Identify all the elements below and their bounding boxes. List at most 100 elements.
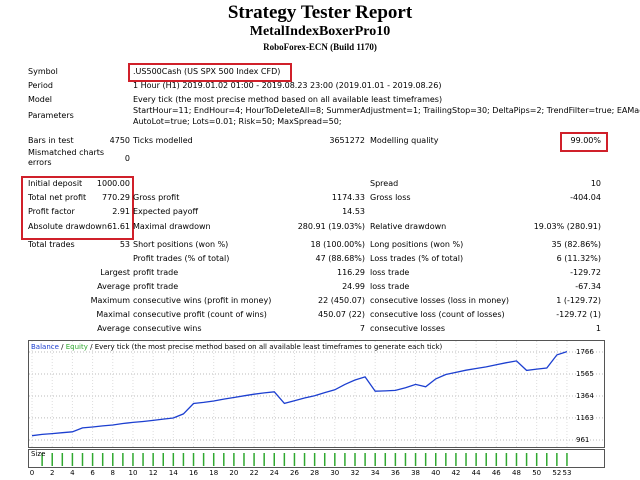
- size-label: Size: [31, 450, 45, 458]
- x-tick-label: 20: [229, 469, 238, 477]
- stat-label: Average: [97, 324, 130, 333]
- info-value: AutoLot=true; Lots=0.01; Risk=50; MaxSpr…: [133, 117, 342, 126]
- stat-value: 18 (100.00%): [310, 240, 365, 249]
- stat-value: 35 (82.86%): [551, 240, 601, 249]
- stat-label: Maximal: [96, 310, 130, 319]
- stat-label: Gross profit: [133, 193, 180, 202]
- stat-label: consecutive wins: [133, 324, 202, 333]
- stat-label: consecutive losses (loss in money): [370, 296, 510, 305]
- x-tick-label: 24: [270, 469, 279, 477]
- stat-value: 10: [590, 179, 601, 188]
- stat-value: 99.00%: [570, 136, 601, 145]
- stat-value: 1 (-129.72): [556, 296, 601, 305]
- x-tick-label: 10: [129, 469, 138, 477]
- stat-value: 53: [119, 240, 130, 249]
- stat-label: Average: [97, 282, 130, 291]
- info-value: Every tick (the most precise method base…: [133, 95, 443, 104]
- stat-label: Relative drawdown: [370, 222, 447, 231]
- legend-separator: /: [90, 343, 93, 351]
- stat-label: Long positions (won %): [370, 240, 464, 249]
- size-frame: [28, 449, 605, 468]
- stat-value: 1: [595, 324, 601, 333]
- stat-label: loss trade: [370, 282, 410, 291]
- legend-note: Every tick (the most precise method base…: [95, 343, 443, 351]
- stat-label: Maximal drawdown: [133, 222, 211, 231]
- stat-value: 770.29: [102, 193, 130, 202]
- server: RoboForex-ECN (Build 1170): [263, 42, 377, 52]
- info-label: Symbol: [28, 67, 58, 76]
- y-tick-label: 1766: [576, 348, 594, 356]
- stat-value: 116.29: [337, 268, 365, 277]
- plot-frame: [28, 340, 605, 448]
- stat-label: Loss trades (% of total): [370, 254, 464, 263]
- stat-label: Spread: [370, 179, 399, 188]
- x-tick-label: 32: [351, 469, 360, 477]
- y-tick-label: 1364: [576, 392, 594, 400]
- stat-value: 22 (450.07): [318, 296, 365, 305]
- stat-value: 61.61: [107, 222, 130, 231]
- stat-value: -129.72 (1): [556, 310, 601, 319]
- highlight: [21, 176, 134, 240]
- x-tick-label: 46: [492, 469, 501, 477]
- stat-label: consecutive losses: [370, 324, 446, 333]
- stat-value: 0: [124, 154, 130, 163]
- report-title: Strategy Tester Report: [227, 2, 413, 23]
- info-label: Period: [28, 81, 53, 90]
- stat-value: 2.91: [112, 207, 130, 216]
- legend-separator: /: [61, 343, 64, 351]
- x-tick-label: 38: [411, 469, 420, 477]
- stat-label: consecutive wins (profit in money): [133, 296, 272, 305]
- legend-equity: Equity: [66, 343, 88, 351]
- stat-value: -404.04: [570, 193, 601, 202]
- x-tick-label: 50: [532, 469, 541, 477]
- expert-name: MetalIndexBoxerPro10: [249, 24, 391, 39]
- stat-label: Total trades: [28, 240, 75, 249]
- stat-label: Maximum: [90, 296, 130, 305]
- x-tick-label: 26: [290, 469, 299, 477]
- stat-value: -129.72: [570, 268, 601, 277]
- stat-value: 24.99: [342, 282, 365, 291]
- x-tick-label: 30: [330, 469, 339, 477]
- balance-line: [31, 350, 568, 437]
- stat-value: 1000.00: [96, 179, 130, 188]
- y-tick-label: 1163: [576, 414, 594, 422]
- stat-label: Short positions (won %): [133, 240, 229, 249]
- y-tick-label: 961: [576, 436, 589, 444]
- stat-label: Initial deposit: [28, 179, 83, 188]
- x-tick-label: 2: [50, 469, 54, 477]
- legend-balance: Balance: [31, 343, 59, 351]
- stat-label: Bars in test: [28, 136, 74, 145]
- x-tick-label: 48: [512, 469, 521, 477]
- x-tick-label: 6: [90, 469, 95, 477]
- stat-label: consecutive profit (count of wins): [133, 310, 267, 319]
- info-value: 1 Hour (H1) 2019.01.02 01:00 - 2019.08.2…: [133, 81, 442, 90]
- x-tick-label: 44: [472, 469, 481, 477]
- x-tick-label: 16: [189, 469, 198, 477]
- x-tick-label: 28: [310, 469, 319, 477]
- info-value: .US500Cash (US SPX 500 Index CFD): [133, 67, 281, 76]
- highlight: [128, 63, 292, 82]
- stat-value: 1174.33: [331, 193, 365, 202]
- stat-value: 14.53: [342, 207, 365, 216]
- stat-value: 7: [359, 324, 365, 333]
- stat-value: 450.07 (22): [318, 310, 365, 319]
- x-tick-label: 12: [149, 469, 158, 477]
- stat-label: Profit trades (% of total): [133, 254, 230, 263]
- stat-label: profit trade: [133, 282, 179, 291]
- legend: Balance / Equity / Every tick (the most …: [31, 343, 443, 351]
- stat-label: loss trade: [370, 268, 410, 277]
- stat-value: 6 (11.32%): [556, 254, 601, 263]
- stat-value: 19.03% (280.91): [533, 222, 601, 231]
- stat-label: Expected payoff: [133, 207, 198, 216]
- x-tick-label: 18: [209, 469, 218, 477]
- stat-label: Absolute drawdown: [28, 222, 107, 231]
- x-tick-label: 52: [552, 469, 561, 477]
- x-tick-label: 42: [451, 469, 460, 477]
- info-label: Parameters: [28, 111, 74, 120]
- stat-value: 3651272: [329, 136, 365, 145]
- stat-label: Modelling quality: [370, 136, 439, 145]
- x-tick-label: 22: [250, 469, 259, 477]
- stat-label: profit trade: [133, 268, 179, 277]
